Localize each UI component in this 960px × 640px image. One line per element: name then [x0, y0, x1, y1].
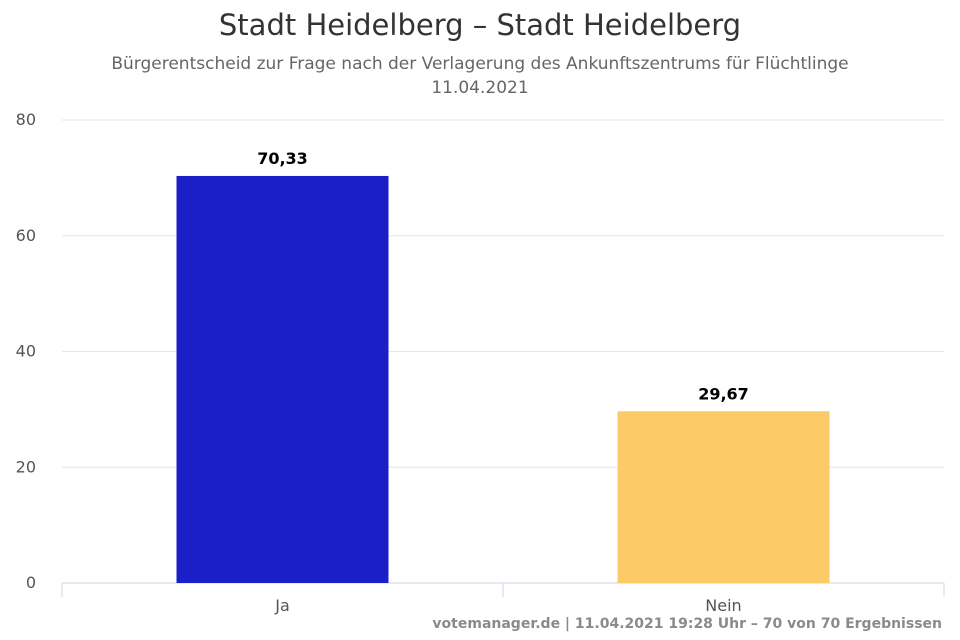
y-tick-label: 80 [16, 110, 36, 129]
chart-subtitle: Bürgerentscheid zur Frage nach der Verla… [0, 52, 960, 100]
bar-ja [176, 175, 389, 583]
chart-title: Stadt Heidelberg – Stadt Heidelberg [218, 8, 742, 42]
credits-text[interactable]: votemanager.de | 11.04.2021 19:28 Uhr – … [432, 616, 942, 632]
y-tick-label: 60 [16, 226, 36, 245]
subtitle-date: 11.04.2021 [431, 78, 529, 98]
x-tick-label: Ja [274, 596, 290, 615]
y-tick-label: 0 [26, 573, 36, 592]
bar-nein [617, 411, 830, 583]
subtitle-line: Bürgerentscheid zur Frage nach der Verla… [111, 54, 849, 74]
y-tick-label: 40 [16, 342, 36, 361]
data-label: 70,33 [257, 149, 308, 168]
y-tick-label: 20 [16, 457, 36, 476]
data-label: 29,67 [698, 384, 749, 403]
x-tick-label: Nein [705, 596, 741, 615]
